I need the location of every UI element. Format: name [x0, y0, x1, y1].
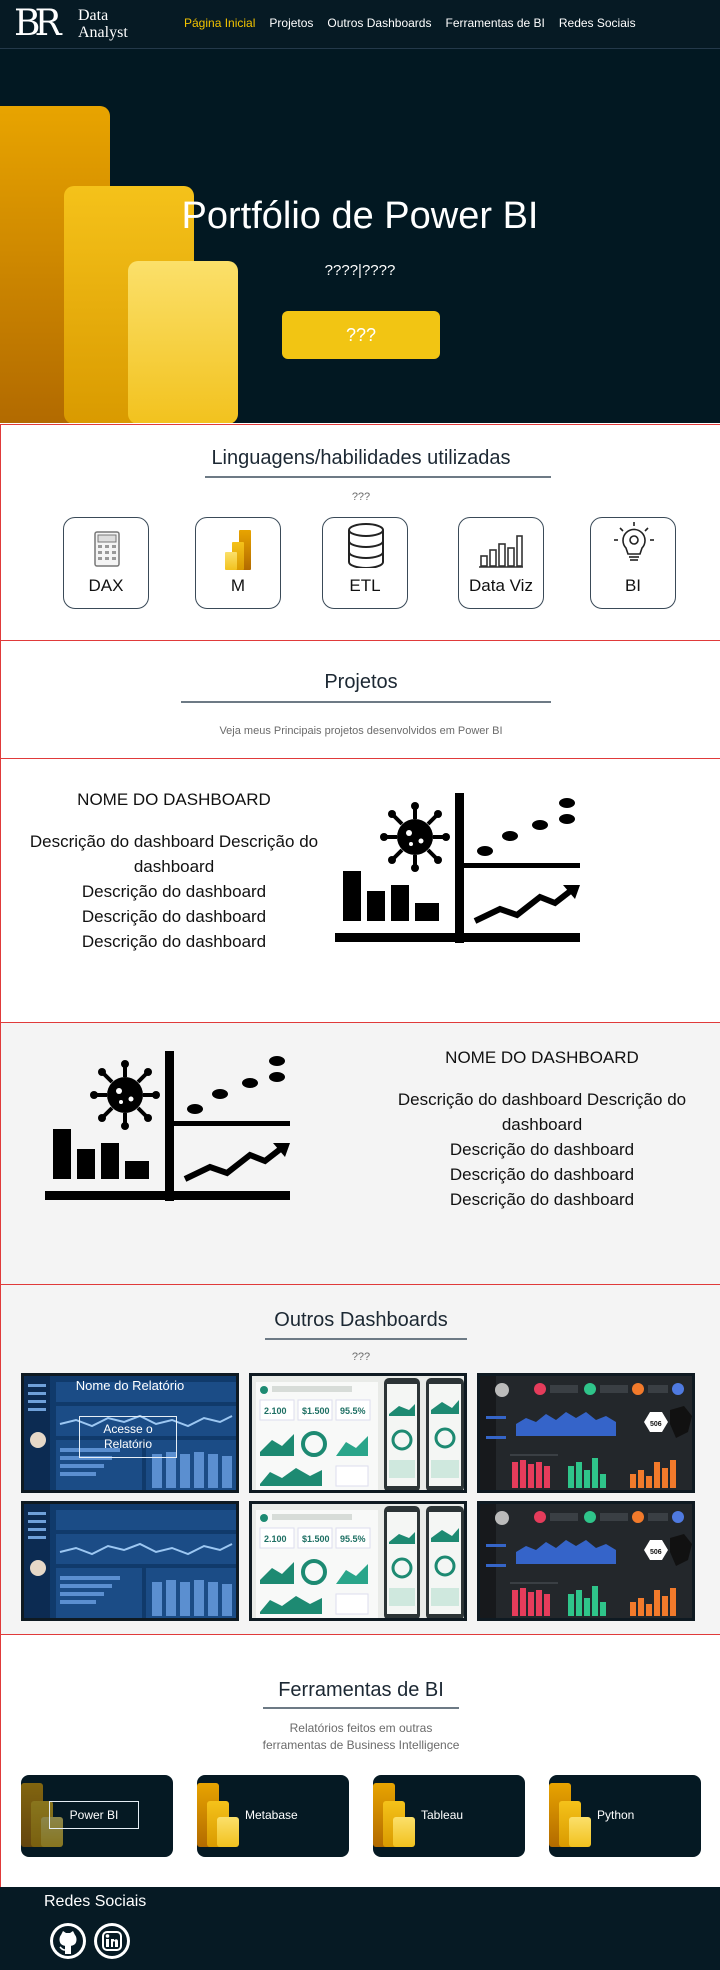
skill-label: M — [230, 576, 246, 595]
dashboard-feature-1: NOME DO DASHBOARD Descrição do dashboard… — [0, 758, 720, 1022]
dashboard-2-name: NOME DO DASHBOARD — [445, 1048, 639, 1067]
skill-card-m[interactable]: M — [195, 517, 281, 609]
dashboard-1-name: NOME DO DASHBOARD — [77, 790, 271, 809]
dashboard-feature-2: NOME DO DASHBOARD Descrição do dashboard… — [0, 1022, 720, 1284]
power-bi-icon — [549, 1783, 591, 1847]
power-bi-icon — [373, 1783, 415, 1847]
dashboard-2-desc-line-2: Descrição do dashboard — [449, 1140, 635, 1159]
report-name: Nome do Relatório — [75, 1378, 185, 1393]
dashboard-1-desc-line-1: Descrição do dashboard Descrição do dash… — [29, 832, 319, 876]
report-thumbnail-4[interactable] — [21, 1501, 239, 1621]
tool-card-power-bi[interactable]: Power BI — [21, 1775, 173, 1857]
dashboard-2-desc-line-4: Descrição do dashboard — [449, 1190, 635, 1209]
hero-subtitle: ????|???? — [324, 262, 396, 279]
dashboard-2-desc-line-3: Descrição do dashboard — [449, 1165, 635, 1184]
nav-link-ferramentas-de-bi[interactable]: Ferramentas de BI — [445, 16, 545, 30]
power-bi-icon — [225, 530, 251, 570]
top-navbar: BR Data Analyst Página Inicial Projetos … — [0, 0, 720, 49]
projects-title-underline — [181, 701, 551, 703]
report-thumbnail-3[interactable] — [477, 1373, 695, 1493]
report-thumbnail-2[interactable] — [249, 1373, 467, 1493]
tool-card-metabase[interactable]: Metabase — [197, 1775, 349, 1857]
dashboard-1-desc-line-4: Descrição do dashboard — [81, 932, 267, 951]
github-glyph — [53, 1926, 83, 1956]
lightbulb-gear-icon — [614, 522, 654, 561]
bi-tools-description-line-2: ferramentas de Business Intelligence — [262, 1738, 460, 1752]
bi-tools-underline — [263, 1707, 459, 1709]
other-dashboards-section: Outros Dashboards ??? Nome do Relatório … — [0, 1284, 720, 1634]
tool-label: Python — [597, 1808, 635, 1822]
dashboard-2-desc-line-1: Descrição do dashboard Descrição do dash… — [397, 1090, 687, 1134]
logo-text: Data Analyst — [78, 7, 128, 41]
bi-tools-title: Ferramentas de BI — [278, 1679, 444, 1701]
dashboard-2-text: NOME DO DASHBOARD Descrição do dashboard… — [377, 1045, 707, 1212]
report-preview — [24, 1504, 236, 1618]
dashboard-1-text: NOME DO DASHBOARD Descrição do dashboard… — [9, 787, 339, 954]
skills-title: Linguagens/habilidades utilizadas — [211, 447, 511, 469]
skill-label: DAX — [88, 576, 124, 595]
tool-label: Tableau — [421, 1808, 464, 1822]
github-icon[interactable] — [50, 1923, 86, 1959]
logo[interactable]: BR Data Analyst — [14, 4, 144, 44]
nav-link-outros-dashboards[interactable]: Outros Dashboards — [327, 16, 432, 30]
access-report-button[interactable]: Acesse o Relatório — [79, 1416, 177, 1458]
report-thumbnail-5[interactable] — [249, 1501, 467, 1621]
bi-tools-description-line-1: Relatórios feitos em outras — [289, 1721, 433, 1735]
skill-card-bi[interactable]: BI — [590, 517, 676, 609]
skill-card-data-viz[interactable]: Data Viz — [458, 517, 544, 609]
projects-section: Projetos Veja meus Principais projetos d… — [0, 640, 720, 758]
footer: Redes Sociais — [0, 1887, 720, 1970]
skill-label: BI — [624, 576, 642, 595]
hero-cta-button[interactable]: ??? — [282, 311, 440, 359]
virus-chart-icon[interactable] — [45, 1051, 295, 1211]
nav-link-projetos[interactable]: Projetos — [269, 16, 314, 30]
nav-link-pagina-inicial[interactable]: Página Inicial — [184, 16, 256, 30]
report-thumbnail-6[interactable] — [477, 1501, 695, 1621]
bi-tools-section: Ferramentas de BI Relatórios feitos em o… — [0, 1634, 720, 1887]
calculator-icon — [94, 531, 120, 567]
other-dashboards-title: Outros Dashboards — [274, 1309, 448, 1331]
other-dashboards-subtitle: ??? — [351, 1351, 371, 1363]
report-thumbnail-1[interactable]: Nome do Relatório Acesse o Relatório — [21, 1373, 239, 1493]
linkedin-icon[interactable] — [94, 1923, 130, 1959]
skill-label: Data Viz — [469, 576, 533, 595]
bi-tools-description: Relatórios feitos em outras ferramentas … — [1, 1720, 720, 1754]
other-dashboards-underline — [265, 1338, 467, 1340]
footer-title: Redes Sociais — [44, 1893, 147, 1910]
bar-chart-icon — [479, 535, 523, 568]
projects-description: Veja meus Principais projetos desenvolvi… — [219, 725, 503, 737]
skills-subtitle: ??? — [351, 491, 371, 503]
nav-links: Página Inicial Projetos Outros Dashboard… — [184, 15, 636, 31]
power-bi-logo-icon — [0, 106, 238, 423]
skill-card-etl[interactable]: ETL — [322, 517, 408, 609]
skill-card-dax[interactable]: DAX — [63, 517, 149, 609]
projects-title: Projetos — [324, 671, 398, 693]
skills-title-underline — [205, 476, 551, 478]
hero-title: Portfólio de Power BI — [181, 195, 539, 237]
tool-label: Metabase — [245, 1808, 298, 1822]
logo-line-2: Analyst — [78, 24, 128, 41]
database-icon — [348, 523, 384, 568]
nav-link-redes-sociais[interactable]: Redes Sociais — [558, 16, 636, 30]
tool-card-python[interactable]: Python — [549, 1775, 701, 1857]
report-preview — [252, 1376, 464, 1490]
report-preview — [252, 1504, 464, 1618]
dashboard-1-desc-line-3: Descrição do dashboard — [81, 907, 267, 926]
logo-monogram: BR — [14, 3, 62, 44]
tool-label: Power BI — [49, 1801, 139, 1829]
skill-label: ETL — [349, 576, 381, 595]
skills-section: Linguagens/habilidades utilizadas ??? DA… — [0, 424, 720, 640]
power-bi-icon — [197, 1783, 239, 1847]
report-preview — [480, 1376, 692, 1490]
dashboard-1-desc-line-2: Descrição do dashboard — [81, 882, 267, 901]
virus-chart-icon[interactable] — [335, 793, 585, 953]
logo-line-1: Data — [78, 7, 109, 24]
linkedin-glyph — [97, 1926, 127, 1956]
tool-card-tableau[interactable]: Tableau — [373, 1775, 525, 1857]
hero-section: Portfólio de Power BI ????|???? ??? — [0, 49, 720, 423]
report-preview — [480, 1504, 692, 1618]
